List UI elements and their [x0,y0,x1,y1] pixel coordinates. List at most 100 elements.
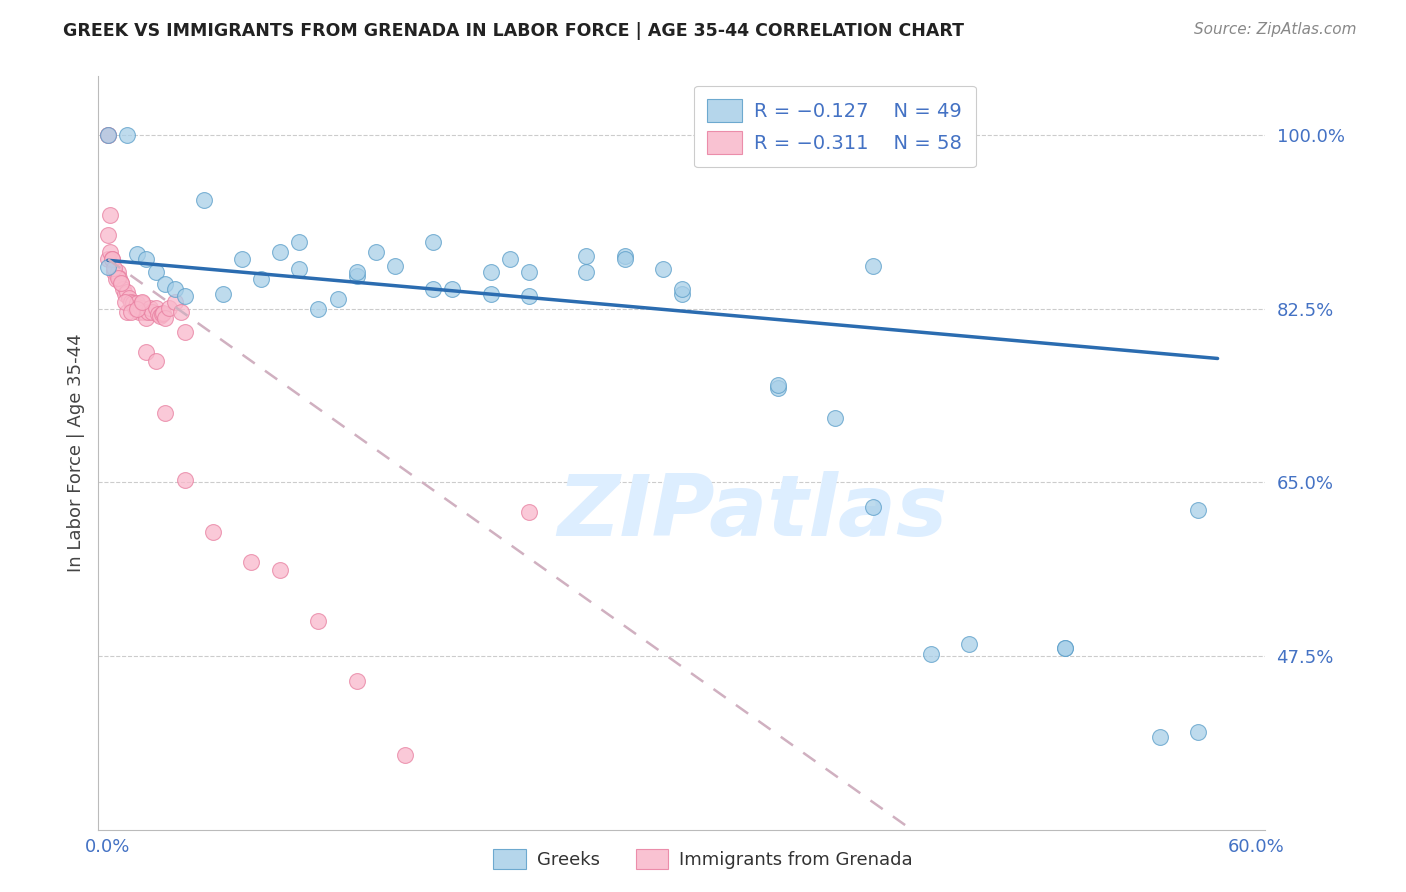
Point [145,301,167,315]
Point [135,310,157,325]
Point [1187,725,1209,739]
Point [766,378,789,392]
Point [155,406,177,420]
Point [103,261,125,276]
Point [613,252,636,267]
Point [575,265,598,279]
Point [202,524,225,539]
Point [346,269,368,284]
Point [128,305,150,319]
Point [149,309,172,323]
Point [98,245,121,260]
Point [288,262,311,277]
Point [146,307,169,321]
Point [517,265,540,279]
Point [131,296,153,310]
Point [163,294,186,310]
Point [1149,731,1171,745]
Legend: R = −0.127    N = 49, R = −0.311    N = 58: R = −0.127 N = 49, R = −0.311 N = 58 [693,86,976,168]
Point [114,294,136,310]
Point [145,265,167,279]
Point [110,276,132,290]
Point [131,294,153,310]
Point [139,301,162,315]
Point [152,306,174,320]
Point [135,252,157,267]
Legend: Greeks, Immigrants from Grenada: Greeks, Immigrants from Grenada [484,839,922,879]
Point [517,289,540,303]
Point [115,305,138,319]
Point [499,252,522,267]
Point [517,505,540,519]
Point [211,287,233,301]
Point [97,252,120,267]
Point [231,252,253,267]
Point [115,285,138,299]
Point [101,252,124,267]
Point [250,272,273,286]
Point [920,647,942,661]
Point [125,247,148,261]
Point [115,128,138,143]
Point [129,301,152,315]
Point [97,260,120,275]
Point [307,615,329,629]
Point [307,301,329,316]
Point [862,500,884,515]
Point [364,245,387,260]
Point [108,271,131,285]
Point [384,259,406,273]
Text: GREEK VS IMMIGRANTS FROM GRENADA IN LABOR FORCE | AGE 35-44 CORRELATION CHART: GREEK VS IMMIGRANTS FROM GRENADA IN LABO… [63,22,965,40]
Point [98,208,121,222]
Text: ZIPatlas: ZIPatlas [557,472,948,555]
Point [613,249,636,263]
Point [346,265,368,279]
Point [240,555,263,569]
Point [157,301,180,315]
Point [120,305,142,319]
Point [135,344,157,359]
Point [97,128,120,143]
Point [110,276,132,290]
Point [575,249,598,263]
Point [394,748,416,763]
Point [671,287,693,301]
Point [155,310,177,325]
Point [124,301,146,315]
Point [107,265,129,279]
Point [1053,641,1076,656]
Point [150,307,173,321]
Point [163,282,186,296]
Point [97,128,120,143]
Point [326,292,349,306]
Point [103,265,125,279]
Point [173,325,195,339]
Point [269,563,291,577]
Point [1053,641,1076,656]
Point [145,354,167,368]
Point [422,235,444,250]
Point [193,193,215,207]
Point [479,287,502,301]
Point [97,128,120,143]
Point [141,305,163,319]
Point [441,282,464,296]
Point [288,235,311,250]
Point [170,305,193,319]
Point [97,227,120,242]
Point [120,294,142,310]
Point [125,301,148,316]
Point [107,271,129,285]
Point [479,265,502,279]
Point [173,289,195,303]
Text: Source: ZipAtlas.com: Source: ZipAtlas.com [1194,22,1357,37]
Point [957,637,980,651]
Point [134,305,156,319]
Point [824,411,846,425]
Point [346,673,368,688]
Point [671,282,693,296]
Point [118,291,141,305]
Point [862,259,884,273]
Point [1187,503,1209,517]
Point [173,474,195,488]
